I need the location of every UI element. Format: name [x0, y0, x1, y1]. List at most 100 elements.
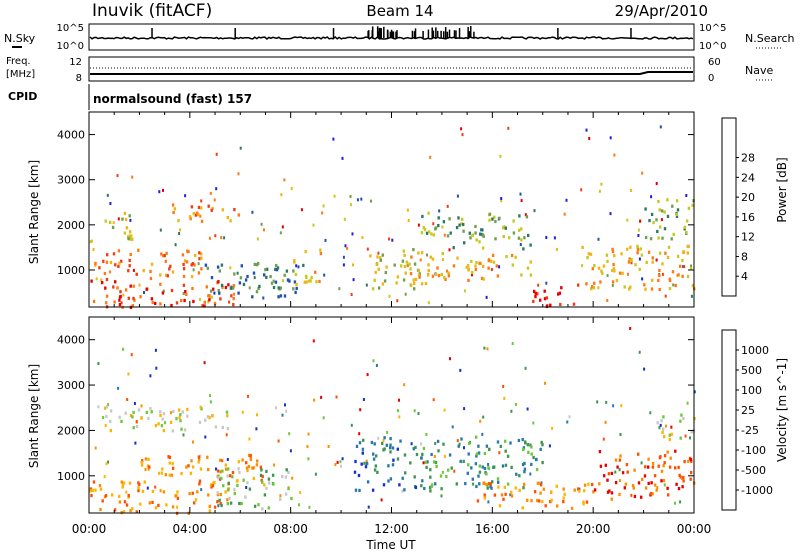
- data-cell: [615, 279, 619, 283]
- data-cell: [629, 327, 632, 330]
- data-cell: [666, 255, 670, 259]
- data-cell: [154, 485, 157, 489]
- data-cell: [127, 296, 130, 300]
- data-cell: [511, 342, 514, 345]
- data-cell: [518, 214, 521, 218]
- data-cell: [114, 263, 117, 267]
- data-cell: [691, 284, 695, 288]
- data-cell: [213, 301, 217, 306]
- data-cell: [211, 206, 214, 211]
- data-cell: [118, 500, 122, 504]
- data-cell: [400, 264, 403, 268]
- data-cell: [613, 254, 616, 258]
- data-cell: [174, 494, 177, 498]
- data-cell: [224, 467, 228, 471]
- data-cell: [504, 492, 507, 496]
- data-cell: [360, 197, 363, 201]
- data-cell: [523, 461, 526, 465]
- data-cell: [478, 261, 481, 265]
- data-cell: [590, 287, 593, 291]
- data-cell: [129, 252, 132, 257]
- data-cell: [447, 274, 451, 278]
- data-cell: [643, 367, 646, 371]
- data-cell: [227, 467, 230, 471]
- data-cell: [391, 463, 395, 467]
- data-cell: [604, 463, 607, 467]
- data-cell: [204, 418, 207, 422]
- data-cell: [182, 267, 186, 271]
- data-cell: [220, 283, 224, 287]
- data-cell: [427, 269, 430, 273]
- data-cell: [199, 454, 202, 458]
- data-cell: [312, 223, 315, 227]
- data-cell: [517, 228, 521, 232]
- data-cell: [396, 299, 399, 303]
- data-cell: [539, 491, 542, 495]
- data-cell: [533, 490, 537, 494]
- data-cell: [193, 501, 196, 505]
- data-cell: [662, 479, 666, 483]
- data-cell: [139, 502, 142, 506]
- data-cell: [362, 398, 365, 401]
- data-cell: [480, 228, 483, 232]
- data-cell: [478, 240, 481, 244]
- data-cell: [227, 283, 230, 287]
- data-cell: [415, 452, 419, 457]
- data-cell: [314, 472, 317, 476]
- data-cell: [626, 247, 629, 251]
- data-cell: [180, 471, 183, 476]
- data-cell: [556, 504, 559, 508]
- data-cell: [204, 435, 207, 439]
- data-cell: [663, 461, 666, 465]
- data-cell: [429, 468, 432, 472]
- data-cell: [487, 266, 490, 270]
- data-cell: [541, 443, 544, 447]
- data-cell: [375, 364, 378, 367]
- data-cell: [457, 216, 460, 220]
- data-cell: [210, 276, 214, 280]
- data-cell: [197, 262, 200, 266]
- data-cell: [143, 480, 146, 484]
- data-cell: [142, 269, 145, 273]
- data-cell: [431, 483, 434, 487]
- data-cell: [414, 277, 418, 281]
- data-cell: [181, 253, 185, 257]
- data-cell: [455, 226, 459, 230]
- data-cell: [140, 404, 143, 408]
- data-cell: [178, 232, 181, 235]
- data-cell: [666, 450, 669, 454]
- data-cell: [219, 502, 222, 506]
- data-cell: [450, 466, 453, 470]
- data-cell: [640, 253, 644, 257]
- data-cell: [367, 505, 370, 509]
- data-cell: [200, 252, 203, 256]
- data-cell: [550, 498, 553, 502]
- nsearch-tick-bottom: 10^0: [699, 41, 726, 52]
- data-cell: [591, 482, 594, 487]
- data-cell: [563, 212, 566, 216]
- data-cell: [413, 287, 416, 291]
- data-cell: [289, 449, 292, 453]
- data-cell: [170, 411, 172, 415]
- data-cell: [676, 208, 680, 212]
- data-cell: [633, 468, 636, 472]
- data-cell: [248, 437, 251, 441]
- data-cell: [244, 495, 247, 499]
- nsky-tick-top: 10^5: [57, 23, 84, 34]
- data-cell: [200, 488, 203, 492]
- data-cell: [170, 303, 173, 308]
- data-cell: [585, 500, 589, 504]
- data-cell: [379, 258, 382, 262]
- data-cell: [229, 266, 232, 270]
- data-cell: [308, 505, 311, 509]
- data-cell: [496, 440, 500, 444]
- data-cell: [613, 153, 616, 157]
- data-cell: [474, 224, 477, 229]
- data-cell: [283, 294, 287, 298]
- data-cell: [682, 416, 685, 421]
- data-cell: [649, 411, 652, 415]
- data-cell: [307, 457, 310, 461]
- data-cell: [242, 282, 246, 286]
- data-cell: [651, 465, 655, 469]
- data-cell: [228, 300, 231, 304]
